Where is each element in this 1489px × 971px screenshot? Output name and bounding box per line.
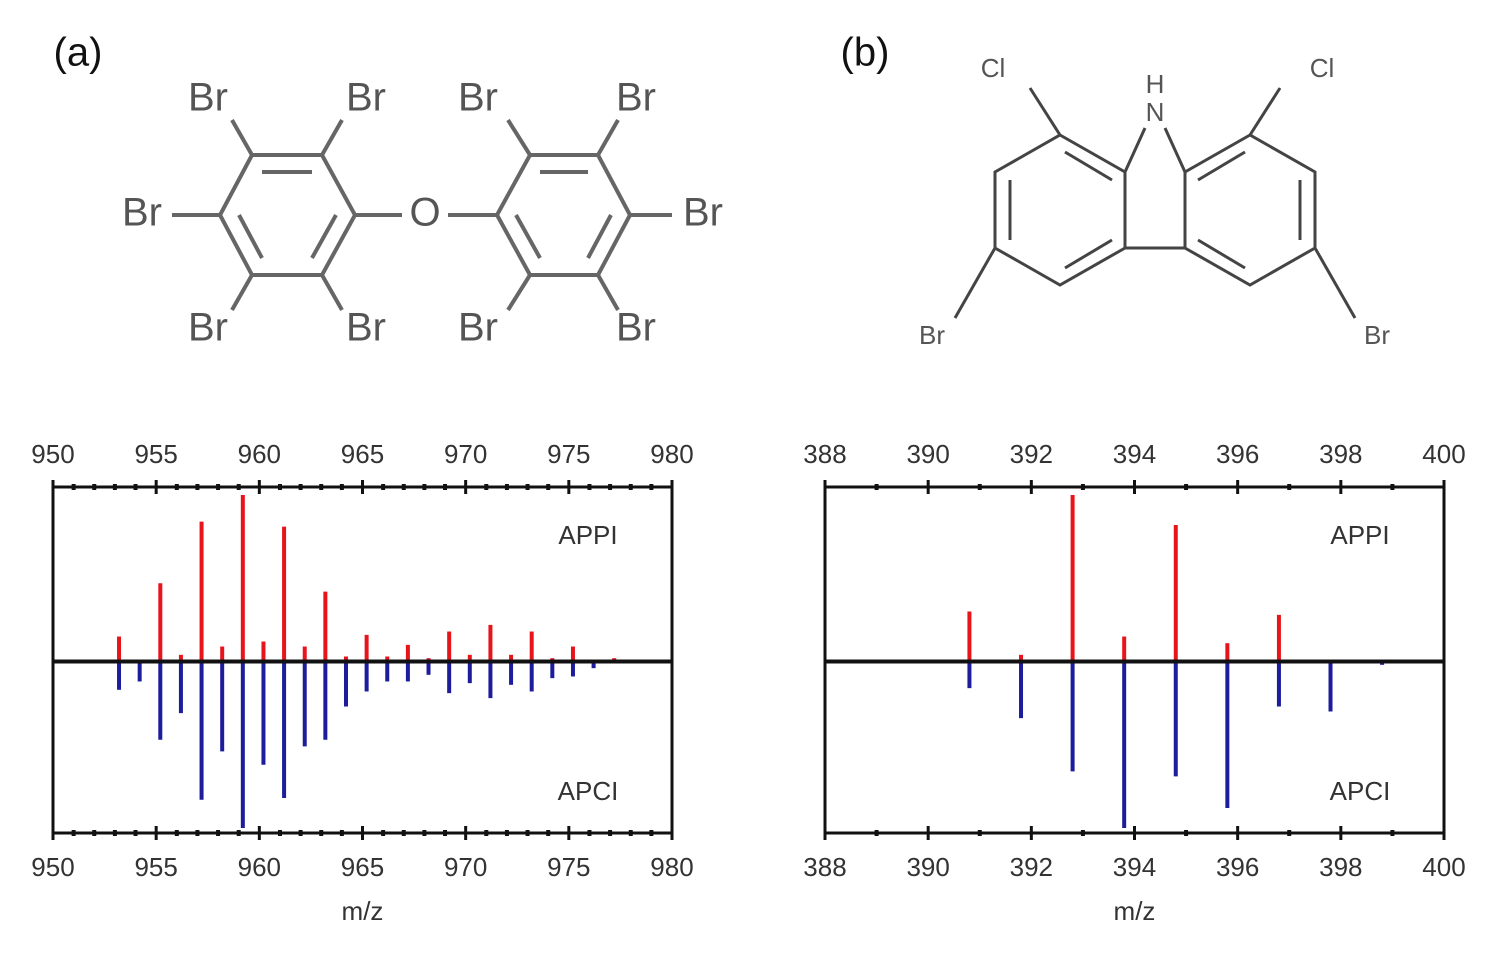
x-tick-label: 960 (238, 439, 281, 469)
molecule-a-bonds (172, 118, 672, 312)
atom-label: Br (188, 306, 228, 350)
atom-label: Br (616, 306, 656, 350)
x-tick-label: 975 (547, 852, 590, 882)
x-tick-label: 400 (1422, 852, 1465, 882)
x-tick-label: 950 (31, 852, 74, 882)
atom-label: Br (122, 191, 162, 235)
x-tick-label: 396 (1216, 852, 1259, 882)
x-tick-label: 980 (650, 439, 693, 469)
atom-label: O (409, 191, 440, 235)
x-tick-label: 955 (134, 439, 177, 469)
x-tick-label: 388 (803, 852, 846, 882)
series-label: APPI (1330, 520, 1389, 550)
x-tick-label: 955 (134, 852, 177, 882)
x-tick-label: 396 (1216, 439, 1259, 469)
x-tick-label: 394 (1113, 439, 1156, 469)
atom-label: H (1146, 69, 1165, 99)
atom-label: Br (1364, 320, 1390, 350)
x-tick-label: 960 (238, 852, 281, 882)
series-label: APCI (1330, 776, 1391, 806)
x-tick-label: 390 (906, 852, 949, 882)
atom-label: Br (346, 76, 386, 120)
molecule-b-bonds (953, 87, 1357, 319)
x-axis-label: m/z (342, 896, 384, 926)
atom-label: Br (458, 306, 498, 350)
atom-label: Br (458, 76, 498, 120)
x-tick-label: 398 (1319, 439, 1362, 469)
x-tick-label: 950 (31, 439, 74, 469)
x-tick-label: 970 (444, 852, 487, 882)
x-tick-label: 392 (1010, 439, 1053, 469)
x-tick-label: 392 (1010, 852, 1053, 882)
atom-label: Cl (1310, 53, 1335, 83)
atom-label: Br (346, 306, 386, 350)
x-tick-label: 980 (650, 852, 693, 882)
atom-label: Br (919, 320, 945, 350)
x-tick-label: 965 (341, 439, 384, 469)
x-tick-label: 388 (803, 439, 846, 469)
atom-label: Br (188, 76, 228, 120)
x-tick-label: 398 (1319, 852, 1362, 882)
x-axis-label: m/z (1114, 896, 1156, 926)
series-label: APPI (558, 520, 617, 550)
panel-label: (a) (54, 31, 103, 75)
x-tick-label: 970 (444, 439, 487, 469)
x-tick-label: 965 (341, 852, 384, 882)
x-tick-label: 390 (906, 439, 949, 469)
x-tick-label: 394 (1113, 852, 1156, 882)
panel-label: (b) (841, 31, 890, 75)
atom-label: N (1146, 97, 1165, 127)
x-tick-label: 400 (1422, 439, 1465, 469)
x-tick-label: 975 (547, 439, 590, 469)
atom-label: Br (616, 76, 656, 120)
atom-label: Br (683, 191, 723, 235)
atom-label: Cl (981, 53, 1006, 83)
series-label: APCI (558, 776, 619, 806)
